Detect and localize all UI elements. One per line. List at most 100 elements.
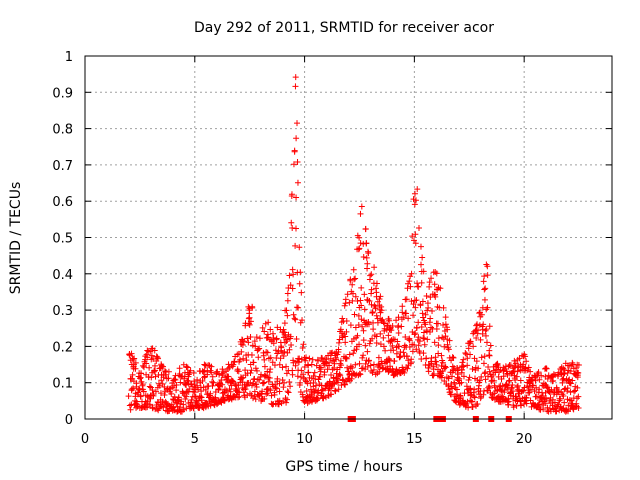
data-point	[366, 340, 373, 347]
data-point	[403, 310, 410, 317]
data-point	[146, 364, 153, 371]
data-point	[147, 395, 154, 402]
data-point	[327, 355, 334, 362]
data-point	[462, 350, 469, 357]
data-point	[523, 358, 530, 365]
data-point	[467, 338, 474, 345]
data-point	[554, 388, 561, 395]
data-point	[132, 359, 139, 366]
data-point	[144, 404, 151, 411]
data-point	[481, 286, 488, 293]
data-point	[557, 395, 564, 402]
data-point	[321, 369, 328, 376]
data-point	[465, 345, 472, 352]
data-point	[224, 365, 231, 372]
data-point	[297, 319, 304, 326]
data-point	[251, 375, 258, 382]
data-point	[357, 297, 364, 304]
data-point	[199, 377, 206, 384]
data-point	[409, 348, 416, 355]
data-point	[298, 356, 305, 363]
data-point	[328, 372, 335, 379]
data-point	[399, 309, 406, 316]
data-point	[300, 341, 307, 348]
x-axis-label: GPS time / hours	[285, 459, 402, 475]
data-point	[423, 355, 430, 362]
data-point	[259, 324, 266, 331]
data-point	[300, 371, 307, 378]
data-point	[563, 407, 570, 414]
data-point	[542, 373, 549, 380]
data-point	[290, 311, 297, 318]
data-point	[542, 365, 549, 372]
data-point	[260, 352, 267, 359]
data-point	[442, 321, 449, 328]
data-point	[362, 360, 369, 367]
data-point	[453, 386, 460, 393]
data-point	[356, 245, 363, 252]
data-point	[474, 400, 481, 407]
data-point	[356, 341, 363, 348]
data-point	[485, 364, 492, 371]
data-point	[373, 280, 380, 287]
data-point	[359, 323, 366, 330]
data-point	[420, 314, 427, 321]
data-point	[399, 303, 406, 310]
data-point	[365, 358, 372, 365]
data-point	[185, 371, 192, 378]
data-point	[356, 234, 363, 241]
data-point	[143, 351, 150, 358]
data-point	[376, 364, 383, 371]
data-point	[194, 382, 201, 389]
data-point	[413, 297, 420, 304]
data-point	[247, 370, 254, 377]
data-point	[418, 279, 425, 286]
data-point	[343, 328, 350, 335]
data-point	[395, 314, 402, 321]
data-point	[393, 350, 400, 357]
data-point	[294, 158, 301, 165]
data-point	[252, 365, 259, 372]
data-point	[132, 365, 139, 372]
data-point	[256, 345, 263, 352]
data-point	[315, 376, 322, 383]
data-point	[180, 401, 187, 408]
data-point	[322, 359, 329, 366]
data-point	[533, 393, 540, 400]
data-point	[542, 389, 549, 396]
data-point	[266, 374, 273, 381]
data-point	[286, 272, 293, 279]
data-point	[540, 406, 547, 413]
data-point	[293, 135, 300, 142]
data-point	[239, 342, 246, 349]
data-point	[202, 386, 209, 393]
data-point	[231, 358, 238, 365]
data-point	[536, 376, 543, 383]
data-point	[402, 334, 409, 341]
data-point	[183, 363, 190, 370]
data-point	[143, 360, 150, 367]
data-point	[286, 346, 293, 353]
data-point	[409, 233, 416, 240]
data-point	[137, 375, 144, 382]
data-point	[369, 308, 376, 315]
data-point	[294, 120, 301, 127]
data-point	[497, 366, 504, 373]
data-point	[445, 344, 452, 351]
data-point	[152, 388, 159, 395]
data-point	[510, 404, 517, 411]
data-point	[173, 387, 180, 394]
data-point	[432, 354, 439, 361]
data-point	[356, 370, 363, 377]
data-point	[360, 253, 367, 260]
data-point	[560, 392, 567, 399]
data-point	[339, 334, 346, 341]
data-point	[467, 351, 474, 358]
data-point	[548, 386, 555, 393]
data-point	[468, 398, 475, 405]
data-point	[385, 332, 392, 339]
data-point	[471, 386, 478, 393]
data-point	[298, 367, 305, 374]
data-point	[347, 277, 354, 284]
data-point	[435, 350, 442, 357]
